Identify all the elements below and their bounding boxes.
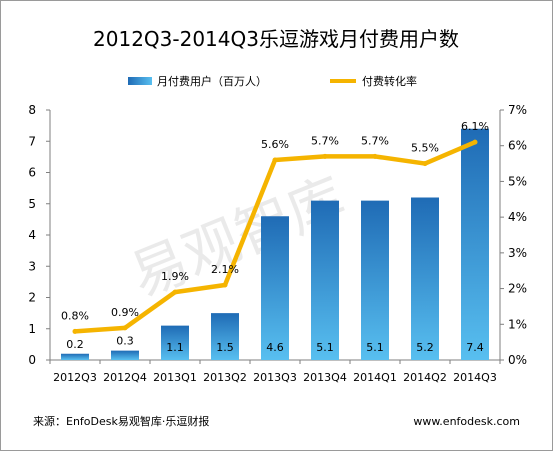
rate-point bbox=[372, 153, 378, 159]
y-left-tick-label: 2 bbox=[28, 291, 36, 305]
x-tick-label: 2014Q3 bbox=[453, 371, 497, 384]
x-tick-label: 2013Q3 bbox=[253, 371, 297, 384]
bar-value-label: 5.2 bbox=[416, 341, 434, 354]
rate-value-label: 5.6% bbox=[261, 138, 289, 151]
y-right-tick-label: 4% bbox=[508, 210, 527, 224]
chart-title: 2012Q3-2014Q3乐逗游戏月付费用户数 bbox=[93, 27, 459, 51]
bar bbox=[61, 353, 89, 360]
rate-point bbox=[272, 157, 278, 163]
bar bbox=[261, 216, 289, 360]
x-tick-label: 2013Q4 bbox=[303, 371, 347, 384]
rate-point bbox=[422, 161, 428, 167]
y-left-tick-label: 3 bbox=[28, 259, 36, 273]
rate-value-label: 1.9% bbox=[161, 270, 189, 283]
bar bbox=[211, 313, 239, 360]
bar bbox=[111, 350, 139, 360]
rate-value-label: 2.1% bbox=[211, 263, 239, 276]
rate-value-label: 5.5% bbox=[411, 142, 439, 155]
x-tick-label: 2012Q3 bbox=[53, 371, 97, 384]
bar-value-label: 5.1 bbox=[316, 341, 334, 354]
x-tick-label: 2014Q2 bbox=[403, 371, 447, 384]
y-left-tick-label: 7 bbox=[28, 134, 36, 148]
line-layer bbox=[72, 139, 478, 334]
footer-website: www.enfodesk.com bbox=[413, 415, 520, 428]
rate-value-label: 0.9% bbox=[111, 306, 139, 319]
y-left-tick-label: 0 bbox=[28, 353, 36, 367]
bar-value-label: 5.1 bbox=[366, 341, 384, 354]
bar bbox=[161, 325, 189, 360]
data-labels: 0.2 0.3 1.1 1.5 4.6 5.1 5.1 5.2 7.4 0.8% 0.9% 1.9% 2… bbox=[61, 120, 489, 354]
legend-swatch-bars bbox=[128, 77, 152, 85]
y-right-tick-label: 3% bbox=[508, 246, 527, 260]
legend-label-bars: 月付费用户（百万人） bbox=[157, 74, 267, 88]
x-tick-label: 2013Q1 bbox=[153, 371, 197, 384]
footer-source: 来源：EnfoDesk易观智库·乐逗财报 bbox=[33, 414, 209, 428]
rate-point bbox=[172, 289, 178, 295]
bar bbox=[361, 200, 389, 360]
rate-point bbox=[222, 282, 228, 288]
y-left-tick-label: 4 bbox=[28, 228, 36, 242]
rate-value-label: 5.7% bbox=[311, 134, 339, 147]
bar-value-label: 1.5 bbox=[216, 341, 234, 354]
y-right-tick-label: 7% bbox=[508, 103, 527, 117]
bar bbox=[461, 128, 489, 360]
rate-value-label: 5.7% bbox=[361, 134, 389, 147]
x-tick-label: 2013Q2 bbox=[203, 371, 247, 384]
y-left-tick-label: 8 bbox=[28, 103, 36, 117]
x-tick-label: 2012Q4 bbox=[103, 371, 147, 384]
bar bbox=[411, 197, 439, 360]
bar-value-label: 1.1 bbox=[166, 341, 184, 354]
bar-value-label: 4.6 bbox=[266, 341, 284, 354]
y-left-tick-label: 5 bbox=[28, 197, 36, 211]
x-tick-label: 2014Q1 bbox=[353, 371, 397, 384]
y-left-tick-label: 6 bbox=[28, 166, 36, 180]
bar bbox=[311, 200, 339, 360]
bar-value-label: 0.3 bbox=[116, 335, 134, 348]
bar-value-label: 0.2 bbox=[66, 338, 84, 351]
bars bbox=[61, 128, 489, 360]
y-right-tick-label: 1% bbox=[508, 317, 527, 331]
rate-value-label: 0.8% bbox=[61, 309, 89, 322]
y-right-tick-label: 0% bbox=[508, 353, 527, 367]
legend-label-line: 付费转化率 bbox=[362, 74, 417, 88]
rate-point bbox=[322, 153, 328, 159]
y-right-tick-label: 5% bbox=[508, 174, 527, 188]
y-right-tick-label: 6% bbox=[508, 139, 527, 153]
rate-point bbox=[122, 325, 128, 331]
rate-point bbox=[72, 328, 78, 334]
bar-value-label: 7.4 bbox=[466, 341, 484, 354]
y-right-tick-label: 2% bbox=[508, 282, 527, 296]
rate-point bbox=[472, 139, 478, 145]
y-left-tick-label: 1 bbox=[28, 322, 36, 336]
rate-value-label: 6.1% bbox=[461, 120, 489, 133]
